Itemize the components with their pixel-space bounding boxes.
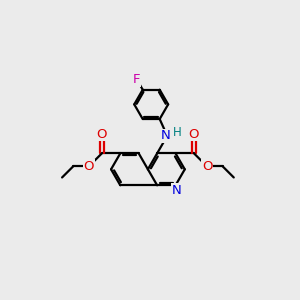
Text: F: F [133,74,140,86]
Text: N: N [160,129,170,142]
Text: O: O [84,160,94,173]
Text: O: O [189,128,199,140]
Text: H: H [172,126,181,140]
Text: O: O [97,128,107,140]
Text: O: O [202,160,212,173]
Text: N: N [171,184,181,197]
